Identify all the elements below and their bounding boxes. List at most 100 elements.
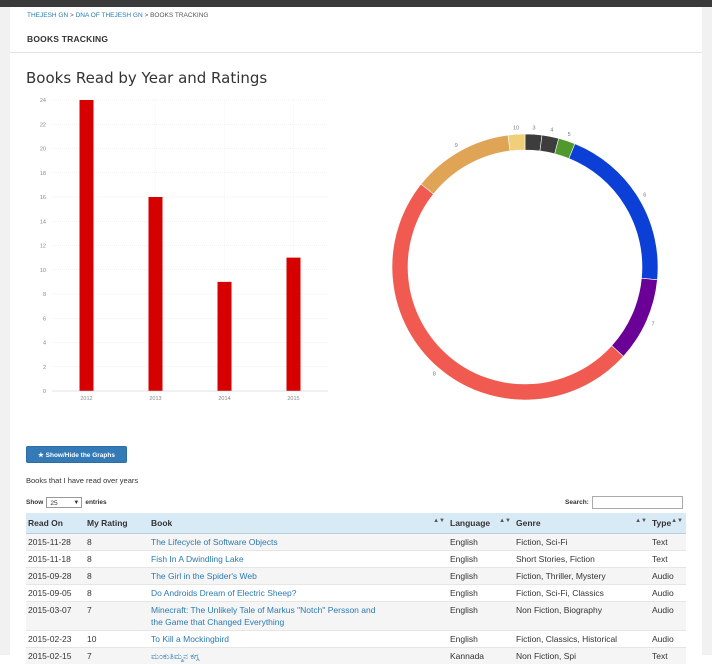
search-input[interactable]: [592, 496, 683, 509]
breadcrumb-link-dna[interactable]: DNA OF THEJESH GN: [76, 12, 143, 19]
cell-book: The Lifecycle of Software Objects: [149, 534, 448, 551]
column-label: Language: [450, 518, 490, 528]
divider: [10, 52, 702, 53]
column-header-genre[interactable]: Genre ▲▼: [514, 513, 650, 534]
column-header-read-on[interactable]: Read On: [26, 513, 85, 534]
cell-genre: Fiction, Sci-Fi: [514, 534, 650, 551]
cell-language: English: [448, 534, 514, 551]
entries-select[interactable]: 25 ▼: [46, 497, 82, 508]
cell-language: Kannada: [448, 648, 514, 664]
cell-rating: 10: [85, 631, 149, 648]
books-table: Read On My Rating Book▲▼ Language▲▼ Genr…: [26, 513, 686, 664]
cell-book: The Girl in the Spider's Web: [149, 568, 448, 585]
cell-type: Audio: [650, 585, 686, 602]
cell-book: To Kill a Mockingbird: [149, 631, 448, 648]
donut-slice: [612, 278, 658, 356]
table-description: Books that I have read over years: [26, 476, 138, 485]
cell-language: English: [448, 585, 514, 602]
bar: [80, 100, 94, 391]
x-tick-label: 2013: [149, 396, 161, 402]
length-suffix: entries: [85, 499, 106, 506]
right-gutter: [702, 7, 712, 655]
cell-read-on: 2015-11-18: [26, 551, 85, 568]
column-label: Type: [652, 518, 671, 528]
column-header-type[interactable]: Type▲▼: [650, 513, 686, 534]
length-prefix: Show: [26, 499, 43, 506]
cell-rating: 7: [85, 602, 149, 631]
cell-type: Audio: [650, 602, 686, 631]
sort-icon: ▲▼: [671, 518, 683, 524]
y-tick-label: 14: [40, 219, 46, 225]
slice-label: 8: [433, 372, 436, 378]
book-link[interactable]: Minecraft: The Unlikely Tale of Markus "…: [151, 605, 375, 627]
cell-genre: Non Fiction, Spi: [514, 648, 650, 664]
cell-rating: 8: [85, 585, 149, 602]
breadcrumb-current: BOOKS TRACKING: [150, 12, 208, 19]
column-header-rating[interactable]: My Rating: [85, 513, 149, 534]
entries-select-value: 25: [50, 500, 57, 507]
cell-language: English: [448, 568, 514, 585]
y-tick-label: 6: [43, 316, 46, 322]
cell-language: English: [448, 602, 514, 631]
cell-genre: Non Fiction, Biography: [514, 602, 650, 631]
donut-slice: [569, 144, 658, 280]
bar: [218, 282, 232, 391]
y-tick-label: 4: [43, 341, 46, 347]
cell-read-on: 2015-09-05: [26, 585, 85, 602]
column-header-book[interactable]: Book▲▼: [149, 513, 448, 534]
toggle-graphs-button[interactable]: ★ Show/Hide the Graphs: [26, 446, 127, 463]
slice-label: 7: [651, 322, 654, 328]
column-label: Genre: [516, 518, 541, 528]
chevron-down-icon: ▼: [73, 498, 79, 509]
cell-genre: Fiction, Thriller, Mystery: [514, 568, 650, 585]
search-label: Search:: [565, 499, 589, 506]
column-header-language[interactable]: Language▲▼: [448, 513, 514, 534]
cell-rating: 7: [85, 648, 149, 664]
slice-label: 10: [513, 125, 519, 131]
cell-genre: Fiction, Classics, Historical: [514, 631, 650, 648]
book-link[interactable]: The Girl in the Spider's Web: [151, 571, 257, 581]
book-link[interactable]: The Lifecycle of Software Objects: [151, 537, 278, 547]
slice-label: 5: [568, 132, 571, 138]
cell-genre: Fiction, Sci-Fi, Classics: [514, 585, 650, 602]
search-control: Search:: [565, 496, 683, 509]
x-tick-label: 2014: [218, 396, 230, 402]
cell-language: English: [448, 551, 514, 568]
cell-type: Audio: [650, 631, 686, 648]
slice-label: 4: [550, 128, 553, 134]
book-link[interactable]: Fish In A Dwindling Lake: [151, 554, 244, 564]
breadcrumb: THEJESH GN > DNA OF THEJESH GN > BOOKS T…: [27, 12, 208, 19]
cell-book: Minecraft: The Unlikely Tale of Markus "…: [149, 602, 448, 631]
left-gutter: [0, 7, 10, 655]
cell-genre: Short Stories, Fiction: [514, 551, 650, 568]
y-tick-label: 10: [40, 268, 46, 274]
y-tick-label: 22: [40, 122, 46, 128]
book-link[interactable]: Do Androids Dream of Electric Sheep?: [151, 588, 297, 598]
y-tick-label: 0: [43, 389, 46, 395]
cell-read-on: 2015-02-15: [26, 648, 85, 664]
cell-rating: 8: [85, 551, 149, 568]
x-tick-label: 2012: [80, 396, 92, 402]
cell-language: English: [448, 631, 514, 648]
bar: [287, 258, 301, 391]
book-link-line2: the Game that Changed Everything: [151, 617, 284, 627]
cell-book: Fish In A Dwindling Lake: [149, 551, 448, 568]
breadcrumb-link-home[interactable]: THEJESH GN: [27, 12, 68, 19]
cell-book: ಮಂಕುತಿಮ್ಮನ ಕಗ್ಗ: [149, 648, 448, 664]
book-link[interactable]: ಮಂಕುತಿಮ್ಮನ ಕಗ್ಗ: [151, 651, 199, 661]
cell-read-on: 2015-03-07: [26, 602, 85, 631]
cell-book: Do Androids Dream of Electric Sheep?: [149, 585, 448, 602]
book-link[interactable]: To Kill a Mockingbird: [151, 634, 229, 644]
breadcrumb-separator: >: [70, 12, 74, 19]
breadcrumb-separator: >: [144, 12, 148, 19]
chart-heading: Books Read by Year and Ratings: [26, 69, 267, 87]
y-tick-label: 12: [40, 244, 46, 250]
section-title: BOOKS TRACKING: [27, 34, 108, 44]
y-tick-label: 16: [40, 195, 46, 201]
sort-icon: ▲▼: [635, 518, 647, 524]
